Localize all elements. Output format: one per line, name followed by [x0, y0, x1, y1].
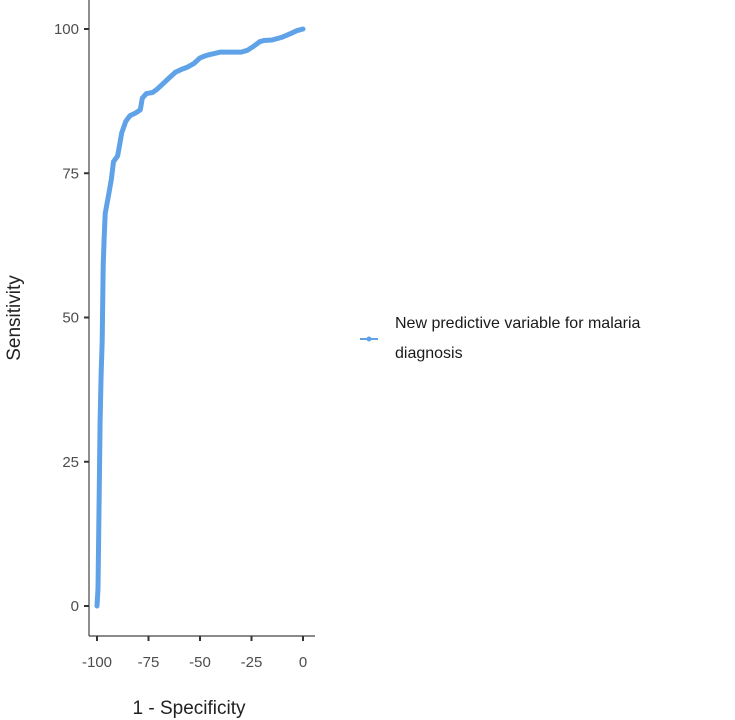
legend-marker [366, 336, 372, 342]
x-axis-label: 1 - Specificity [133, 698, 246, 719]
roc-curve-series [94, 26, 306, 609]
x-tick-label: -25 [241, 654, 263, 671]
legend-label: New predictive variable for malaria diagn… [395, 315, 641, 362]
x-tick-label: -100 [82, 654, 112, 671]
y-tick-label: 75 [62, 165, 79, 182]
y-axis-label: Sensitivity [4, 275, 25, 361]
x-tick-label: -50 [189, 654, 211, 671]
y-tick-label: 100 [54, 21, 79, 38]
x-tick-label: -75 [138, 654, 160, 671]
y-tick-label: 0 [71, 598, 79, 615]
x-tick-label: 0 [299, 654, 307, 671]
legend: New predictive variable for malaria diagn… [360, 315, 641, 362]
y-tick-label: 25 [62, 454, 79, 471]
y-tick-label: 50 [62, 310, 79, 327]
